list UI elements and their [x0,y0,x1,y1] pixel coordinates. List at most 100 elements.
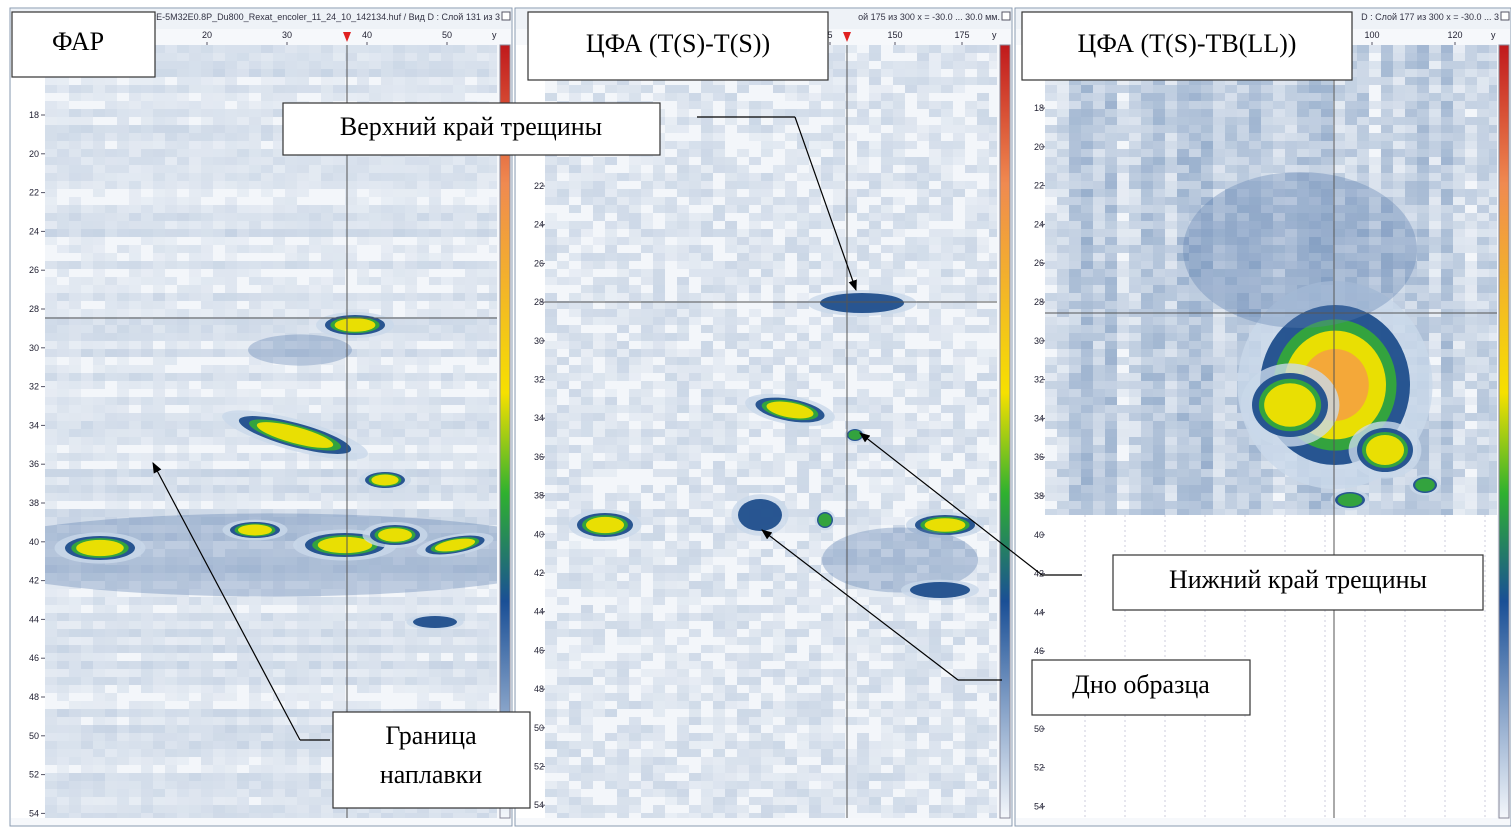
heatmap-cell [225,269,237,277]
heatmap-cell [405,397,417,405]
heatmap-cell [381,301,393,309]
heatmap-cell [393,437,405,445]
heatmap-cell [689,437,701,445]
heatmap-cell [177,53,189,61]
heatmap-cell [977,277,989,285]
heatmap-cell [761,237,773,245]
heatmap-cell [105,741,117,749]
heatmap-cell [417,381,429,389]
heatmap-cell [641,277,653,285]
heatmap-cell [321,285,333,293]
heatmap-cell [785,429,797,437]
heatmap-cell [189,429,201,437]
y-tick-label: 50 [29,731,39,741]
heatmap-cell [189,485,201,493]
heatmap-cell [737,461,749,469]
heatmap-cell [273,797,285,805]
heatmap-cell [965,245,977,253]
heatmap-cell [545,309,557,317]
heatmap-cell [465,85,477,93]
heatmap-cell [653,261,665,269]
heatmap-cell [857,189,869,197]
heatmap-cell [773,469,785,477]
heatmap-cell [321,69,333,77]
heatmap-cell [57,101,69,109]
heatmap-cell [333,693,345,701]
heatmap-cell [477,341,489,349]
heatmap-cell [213,341,225,349]
heatmap-cell [141,669,153,677]
heatmap-cell [905,85,917,93]
heatmap-cell [929,53,941,61]
heatmap-cell [545,501,557,509]
heatmap-cell [477,221,489,229]
heatmap-cell [749,101,761,109]
heatmap-cell [965,101,977,109]
heatmap-cell [129,781,141,789]
heatmap-cell [165,189,177,197]
heatmap-cell [713,149,725,157]
heatmap-cell [153,781,165,789]
heatmap-cell [905,477,917,485]
heatmap-cell [213,669,225,677]
heatmap-cell [441,677,453,685]
heatmap-cell [333,397,345,405]
heatmap-cell [405,173,417,181]
heatmap-cell [917,157,929,165]
heatmap-cell [81,437,93,445]
heatmap-cell [153,701,165,709]
heatmap-cell [129,597,141,605]
heatmap-cell [677,165,689,173]
heatmap-cell [213,637,225,645]
heatmap-cell [833,181,845,189]
heatmap-cell [381,229,393,237]
heatmap-cell [405,325,417,333]
heatmap-cell [725,293,737,301]
heatmap-cell [441,669,453,677]
heatmap-cell [737,389,749,397]
heatmap-cell [141,381,153,389]
heatmap-cell [701,269,713,277]
heatmap-cell [93,797,105,805]
heatmap-cell [737,317,749,325]
heatmap-cell [797,477,809,485]
heatmap-cell [701,141,713,149]
heatmap-cell [477,693,489,701]
heatmap-cell [557,461,569,469]
heatmap-cell [129,77,141,85]
heatmap-cell [333,93,345,101]
heatmap-cell [45,133,57,141]
heatmap-cell [333,661,345,669]
heatmap-cell [357,389,369,397]
heatmap-cell [117,421,129,429]
heatmap-cell [177,413,189,421]
heatmap-cell [569,221,581,229]
heatmap-cell [129,365,141,373]
heatmap-cell [297,173,309,181]
heatmap-cell [545,341,557,349]
heatmap-cell [309,789,321,797]
heatmap-cell [285,621,297,629]
heatmap-cell [81,413,93,421]
heatmap-cell [641,413,653,421]
heatmap-cell [429,221,441,229]
heatmap-cell [309,221,321,229]
heatmap-cell [833,165,845,173]
heatmap-cell [309,629,321,637]
heatmap-cell [833,189,845,197]
heatmap-cell [677,85,689,93]
heatmap-cell [153,173,165,181]
heatmap-cell [225,141,237,149]
y-tick-label: 42 [29,576,39,586]
heatmap-cell [869,341,881,349]
heatmap-cell [105,293,117,301]
heatmap-cell [213,93,225,101]
heatmap-cell [189,477,201,485]
heatmap-cell [237,229,249,237]
heatmap-cell [357,269,369,277]
heatmap-cell [405,301,417,309]
heatmap-cell [117,133,129,141]
heatmap-cell [893,429,905,437]
heatmap-cell [429,253,441,261]
heatmap-cell [917,261,929,269]
